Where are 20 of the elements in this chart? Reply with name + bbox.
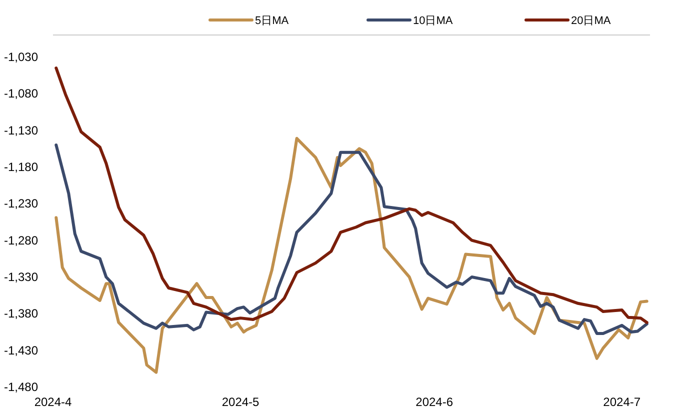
y-tick-label: -1,280 [4,233,38,248]
y-tick-label: -1,180 [4,160,38,174]
x-tick-label: 2024-6 [416,395,454,409]
line-series [54,66,648,324]
line-series [54,136,648,374]
y-tick-label: -1,480 [4,380,38,394]
legend-label: 5日MA [255,15,290,27]
y-tick-label: -1,130 [4,123,38,138]
legend-label: 10日MA [413,15,454,27]
y-tick-label: -1,330 [4,270,38,284]
y-tick-label: -1,380 [4,306,38,321]
x-tick-label: 2024-7 [603,395,641,409]
y-tick-label: -1,230 [4,196,38,211]
line-series [54,144,648,335]
x-tick-label: 2024-4 [34,395,72,409]
x-tick-label: 2024-5 [222,395,260,409]
y-tick-label: -1,030 [4,50,38,64]
legend-label: 20日MA [571,15,612,27]
y-tick-label: -1,430 [4,343,38,358]
y-tick-label: -1,080 [4,86,38,101]
